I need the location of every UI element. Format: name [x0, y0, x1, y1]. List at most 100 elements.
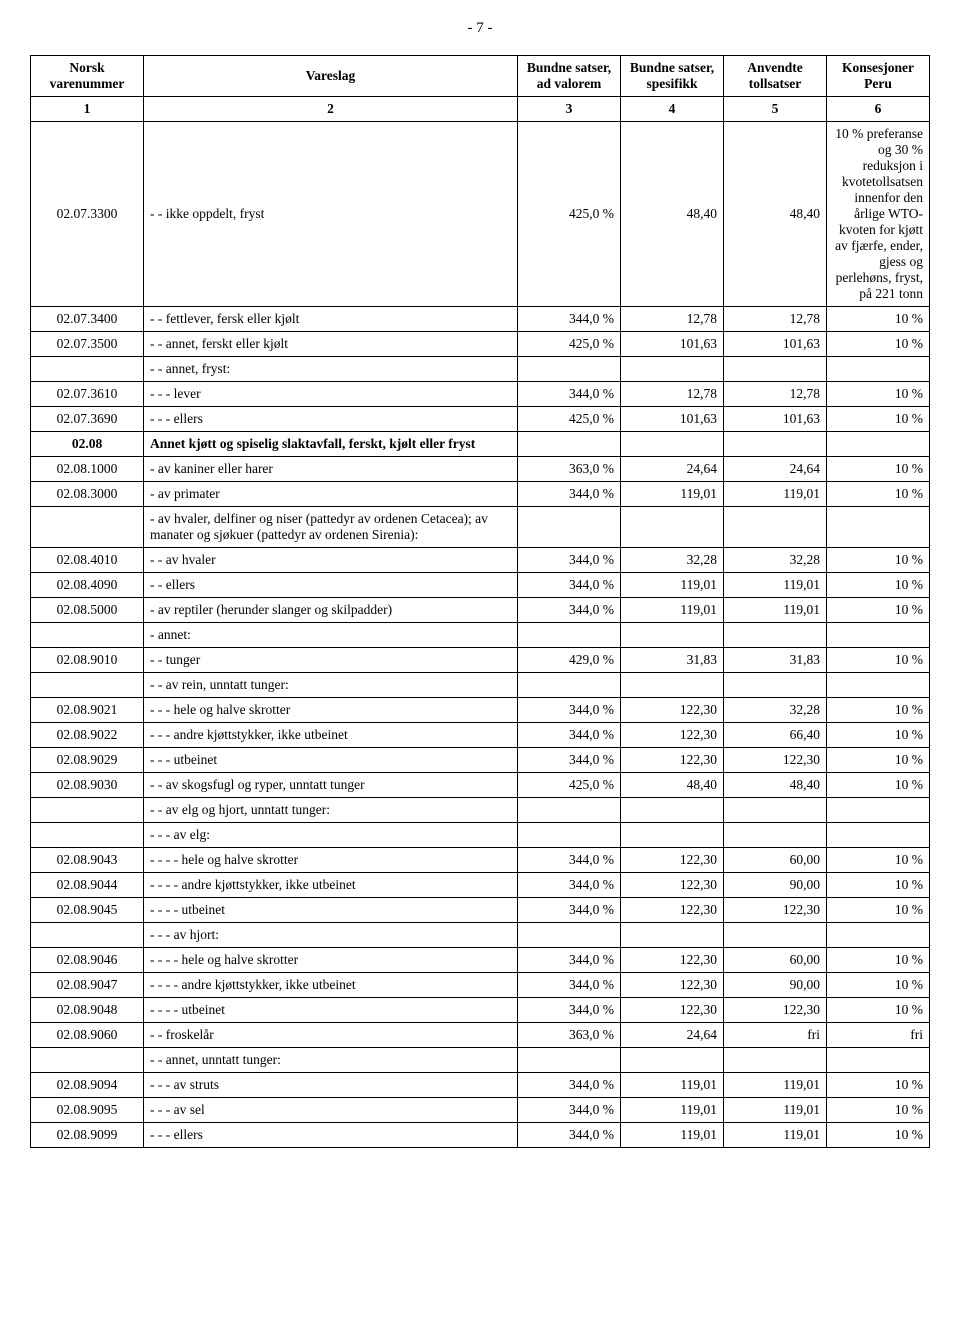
cell-c5: 119,01	[724, 482, 827, 507]
table-row: 02.08.9046- - - - hele og halve skrotter…	[31, 948, 930, 973]
table-row: 02.08.9095- - - av sel344,0 %119,01119,0…	[31, 1098, 930, 1123]
numcell-1: 1	[31, 97, 144, 122]
cell-c6: 10 %	[827, 482, 930, 507]
header-col3: Bundne satser, ad valorem	[518, 56, 621, 97]
cell-c2: - - - av sel	[144, 1098, 518, 1123]
table-row: 02.08.9048- - - - utbeinet344,0 %122,301…	[31, 998, 930, 1023]
cell-c5: 90,00	[724, 973, 827, 998]
numcell-4: 4	[621, 97, 724, 122]
cell-c6: 10 %	[827, 573, 930, 598]
cell-c6: 10 %	[827, 332, 930, 357]
cell-c4	[621, 357, 724, 382]
cell-c1: 02.08.9095	[31, 1098, 144, 1123]
numcell-3: 3	[518, 97, 621, 122]
table-row: 02.08.5000- av reptiler (herunder slange…	[31, 598, 930, 623]
cell-c2: - - annet, fryst:	[144, 357, 518, 382]
cell-c2: - - - - andre kjøttstykker, ikke utbeine…	[144, 873, 518, 898]
cell-c4	[621, 507, 724, 548]
cell-c3: 344,0 %	[518, 1123, 621, 1148]
cell-c4	[621, 798, 724, 823]
cell-c1: 02.08.9094	[31, 1073, 144, 1098]
cell-c1	[31, 1048, 144, 1073]
table-row: 02.08.9043- - - - hele og halve skrotter…	[31, 848, 930, 873]
cell-c3	[518, 923, 621, 948]
cell-c3: 344,0 %	[518, 748, 621, 773]
cell-c5	[724, 1048, 827, 1073]
cell-c3: 363,0 %	[518, 1023, 621, 1048]
cell-c1: 02.07.3500	[31, 332, 144, 357]
table-row: 02.08.3000- av primater344,0 %119,01119,…	[31, 482, 930, 507]
cell-c1: 02.08.9021	[31, 698, 144, 723]
table-row: 02.08.4010- - av hvaler344,0 %32,2832,28…	[31, 548, 930, 573]
cell-c3: 344,0 %	[518, 307, 621, 332]
cell-c2: - - - av elg:	[144, 823, 518, 848]
cell-c1: 02.07.3610	[31, 382, 144, 407]
cell-c1: 02.08.9048	[31, 998, 144, 1023]
table-row: - annet:	[31, 623, 930, 648]
cell-c1: 02.08.4090	[31, 573, 144, 598]
cell-c5: 119,01	[724, 1073, 827, 1098]
cell-c4	[621, 432, 724, 457]
table-row: 02.08.9047- - - - andre kjøttstykker, ik…	[31, 973, 930, 998]
table-row: - - annet, unntatt tunger:	[31, 1048, 930, 1073]
cell-c3: 425,0 %	[518, 332, 621, 357]
cell-c2: - - - - utbeinet	[144, 898, 518, 923]
cell-c4: 32,28	[621, 548, 724, 573]
cell-c3: 344,0 %	[518, 873, 621, 898]
cell-c2: Annet kjøtt og spiselig slaktavfall, fer…	[144, 432, 518, 457]
cell-c2: - - - - hele og halve skrotter	[144, 848, 518, 873]
cell-c6	[827, 507, 930, 548]
table-row: - - - av elg:	[31, 823, 930, 848]
cell-c6: 10 %	[827, 407, 930, 432]
cell-c2: - - av skogsfugl og ryper, unntatt tunge…	[144, 773, 518, 798]
table-row: 02.08.9029- - - utbeinet344,0 %122,30122…	[31, 748, 930, 773]
cell-c3	[518, 357, 621, 382]
cell-c2: - - av rein, unntatt tunger:	[144, 673, 518, 698]
cell-c6: 10 %	[827, 1098, 930, 1123]
cell-c3: 425,0 %	[518, 773, 621, 798]
cell-c1	[31, 507, 144, 548]
cell-c1	[31, 623, 144, 648]
cell-c5: 122,30	[724, 748, 827, 773]
cell-c3	[518, 1048, 621, 1073]
cell-c3: 425,0 %	[518, 122, 621, 307]
cell-c5: 12,78	[724, 307, 827, 332]
cell-c4: 119,01	[621, 598, 724, 623]
cell-c2: - - - utbeinet	[144, 748, 518, 773]
cell-c6	[827, 432, 930, 457]
cell-c6: 10 %	[827, 848, 930, 873]
cell-c6: 10 %	[827, 307, 930, 332]
cell-c2: - - - av hjort:	[144, 923, 518, 948]
cell-c5: 101,63	[724, 407, 827, 432]
table-row: 02.07.3400- - fettlever, fersk eller kjø…	[31, 307, 930, 332]
cell-c3: 344,0 %	[518, 482, 621, 507]
table-row: 02.08.9021- - - hele og halve skrotter34…	[31, 698, 930, 723]
cell-c5: 32,28	[724, 698, 827, 723]
cell-c3	[518, 623, 621, 648]
table-row: 02.07.3690- - - ellers425,0 %101,63101,6…	[31, 407, 930, 432]
cell-c3: 344,0 %	[518, 573, 621, 598]
cell-c3: 344,0 %	[518, 948, 621, 973]
cell-c2: - - ellers	[144, 573, 518, 598]
cell-c1	[31, 673, 144, 698]
cell-c3: 425,0 %	[518, 407, 621, 432]
table-row: - - - av hjort:	[31, 923, 930, 948]
cell-c2: - - - av struts	[144, 1073, 518, 1098]
cell-c4	[621, 673, 724, 698]
cell-c1	[31, 357, 144, 382]
cell-c3: 344,0 %	[518, 973, 621, 998]
cell-c5: 12,78	[724, 382, 827, 407]
cell-c3: 344,0 %	[518, 598, 621, 623]
table-row: - av hvaler, delfiner og niser (pattedyr…	[31, 507, 930, 548]
cell-c1: 02.08.9029	[31, 748, 144, 773]
cell-c5: 119,01	[724, 1098, 827, 1123]
cell-c5	[724, 507, 827, 548]
page-number: - 7 -	[30, 20, 930, 37]
cell-c4: 48,40	[621, 122, 724, 307]
cell-c6: 10 %	[827, 898, 930, 923]
table-row: 02.07.3610- - - lever344,0 %12,7812,7810…	[31, 382, 930, 407]
table-row: 02.08.9099- - - ellers344,0 %119,01119,0…	[31, 1123, 930, 1148]
cell-c4: 119,01	[621, 573, 724, 598]
cell-c2: - - - - hele og halve skrotter	[144, 948, 518, 973]
cell-c6: 10 %	[827, 948, 930, 973]
